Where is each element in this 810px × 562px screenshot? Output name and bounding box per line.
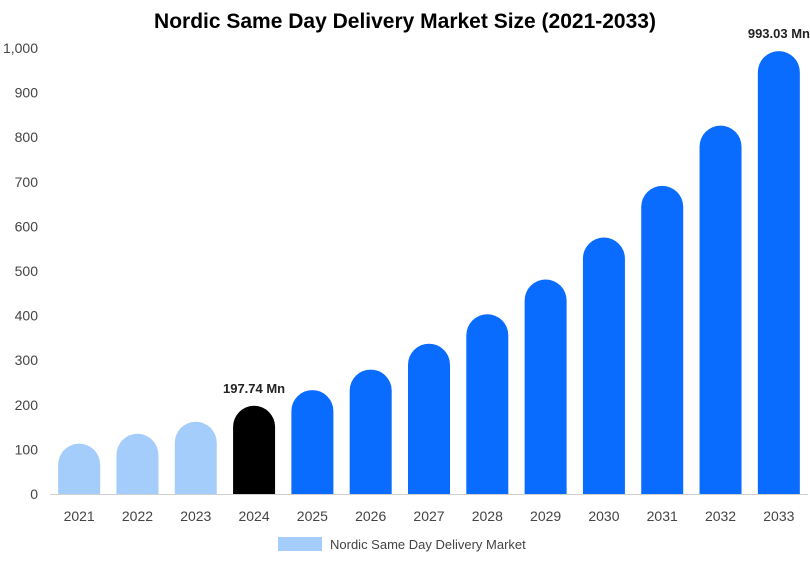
y-tick-label: 300 (15, 352, 39, 368)
data-label-2024: 197.74 Mn (223, 381, 285, 396)
bar-2025[interactable] (291, 390, 334, 494)
y-tick-label: 0 (30, 486, 38, 502)
x-tick-label: 2023 (180, 508, 211, 524)
x-axis: 2021 2022 2023 2024 2025 2026 2027 2028 2029 2030… (50, 494, 808, 524)
y-tick-label: 600 (15, 218, 39, 234)
bar-2027[interactable] (408, 343, 450, 494)
y-tick-label: 700 (15, 174, 39, 190)
x-tick-label: 2022 (122, 508, 153, 524)
y-tick-label: 1,000 (3, 40, 38, 56)
x-tick-label: 2024 (238, 508, 269, 524)
x-tick-label: 2032 (705, 508, 736, 524)
bar-2026[interactable] (349, 369, 392, 494)
bar-2029[interactable] (524, 279, 567, 494)
y-tick-label: 200 (15, 397, 39, 413)
x-tick-label: 2027 (413, 508, 444, 524)
bar-2030[interactable] (582, 237, 625, 494)
legend-swatch (278, 537, 322, 551)
y-tick-label: 900 (15, 85, 39, 101)
x-tick-label: 2029 (530, 508, 561, 524)
chart-title: Nordic Same Day Delivery Market Size (20… (154, 10, 656, 33)
bar-2028[interactable] (466, 314, 509, 494)
data-labels: 197.74 Mn 993.03 Mn (223, 26, 810, 396)
y-tick-label: 400 (15, 308, 39, 324)
bar-2023[interactable] (174, 421, 217, 494)
bar-2022[interactable] (116, 433, 159, 494)
x-tick-label: 2028 (472, 508, 503, 524)
x-tick-label: 2031 (647, 508, 678, 524)
x-tick-label: 2025 (297, 508, 328, 524)
x-tick-label: 2033 (763, 508, 794, 524)
y-tick-label: 500 (15, 263, 39, 279)
x-tick-label: 2030 (588, 508, 619, 524)
bar-2024[interactable] (233, 405, 276, 494)
bar-2033[interactable] (757, 51, 800, 495)
bar-2031[interactable] (641, 185, 684, 494)
bar-2021[interactable] (58, 443, 101, 494)
data-label-2033: 993.03 Mn (748, 26, 810, 41)
y-tick-label: 800 (15, 129, 39, 145)
y-axis: 0 100 200 300 400 500 600 700 800 900 1,000 (3, 40, 38, 502)
x-tick-label: 2026 (355, 508, 386, 524)
x-tick-label: 2021 (64, 508, 95, 524)
y-tick-label: 100 (15, 441, 39, 457)
bar-2032[interactable] (699, 125, 742, 494)
legend[interactable]: Nordic Same Day Delivery Market (278, 535, 526, 553)
bars (58, 51, 800, 495)
legend-label: Nordic Same Day Delivery Market (330, 536, 526, 552)
